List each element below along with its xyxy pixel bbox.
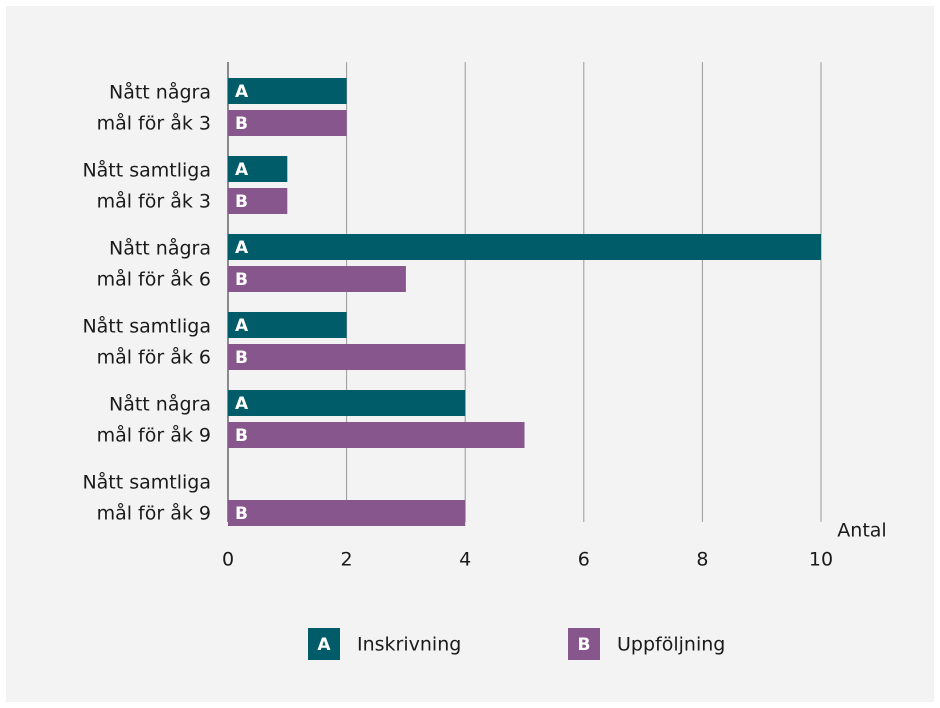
bar: [228, 234, 821, 260]
bar-letter: A: [235, 394, 249, 414]
bar-letter: B: [235, 192, 248, 212]
y-tick-label: Nått samtliga: [82, 471, 211, 494]
x-tick-label: 2: [341, 549, 353, 571]
x-tick-label: 10: [809, 549, 833, 571]
bar: [228, 422, 525, 448]
legend-letter: A: [317, 635, 331, 655]
background: [6, 6, 934, 702]
bar: [228, 78, 347, 104]
bar-letter: B: [235, 504, 248, 524]
y-tick-label: Nått några: [109, 393, 211, 416]
bar-letter: A: [235, 316, 249, 336]
bar: [228, 344, 466, 370]
bar-letter: B: [235, 270, 248, 290]
legend-swatch: [308, 628, 340, 660]
y-tick-label: Nått samtliga: [82, 315, 211, 338]
bar-letter: B: [235, 348, 248, 368]
bar: [228, 500, 466, 526]
bar-letter: B: [235, 426, 248, 446]
y-tick-label: mål för åk 9: [97, 502, 211, 525]
legend-label: Uppföljning: [617, 634, 725, 656]
x-axis-label: Antal: [837, 520, 886, 542]
y-tick-label: mål för åk 3: [97, 112, 211, 135]
legend-letter: B: [578, 635, 591, 655]
legend-label: Inskrivning: [357, 634, 461, 656]
y-tick-label: Nått några: [109, 237, 211, 260]
bar: [228, 110, 347, 136]
y-tick-label: Nått några: [109, 81, 211, 104]
x-tick-label: 4: [459, 549, 471, 571]
y-tick-label: mål för åk 3: [97, 190, 211, 213]
bar: [228, 266, 406, 292]
bar-letter: B: [235, 114, 248, 134]
legend-swatch: [568, 628, 600, 660]
x-tick-label: 6: [578, 549, 590, 571]
bar: [228, 188, 288, 214]
x-tick-label: 8: [696, 549, 708, 571]
bar-letter: A: [235, 160, 249, 180]
bar-letter: A: [235, 82, 249, 102]
bar-letter: A: [235, 238, 249, 258]
y-tick-label: mål för åk 9: [97, 424, 211, 447]
bar: [228, 390, 466, 416]
y-tick-label: mål för åk 6: [97, 346, 211, 369]
bar: [228, 312, 347, 338]
bar: [228, 156, 288, 182]
y-tick-label: Nått samtliga: [82, 159, 211, 182]
y-tick-label: mål för åk 6: [97, 268, 211, 291]
x-tick-label: 0: [222, 549, 234, 571]
